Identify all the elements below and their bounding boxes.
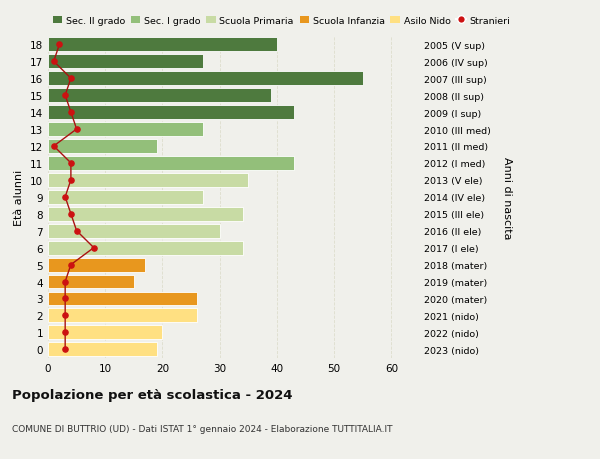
Bar	[48, 72, 363, 86]
Point	[55, 41, 64, 49]
Bar	[48, 342, 157, 357]
Point	[49, 58, 59, 66]
Point	[89, 245, 98, 252]
Point	[66, 109, 76, 117]
Point	[61, 194, 70, 201]
Bar	[48, 140, 157, 154]
Bar	[48, 55, 203, 69]
Bar	[48, 326, 163, 340]
Bar	[48, 123, 203, 137]
Bar	[48, 190, 203, 204]
Point	[66, 177, 76, 184]
Point	[49, 143, 59, 150]
Point	[61, 278, 70, 285]
Bar	[48, 275, 134, 289]
Point	[61, 295, 70, 302]
Bar	[48, 292, 197, 306]
Point	[61, 312, 70, 319]
Point	[61, 92, 70, 100]
Point	[66, 211, 76, 218]
Bar	[48, 89, 271, 103]
Point	[61, 346, 70, 353]
Text: Popolazione per età scolastica - 2024: Popolazione per età scolastica - 2024	[12, 388, 293, 401]
Bar	[48, 207, 242, 221]
Y-axis label: Età alunni: Età alunni	[14, 169, 25, 225]
Bar	[48, 258, 145, 272]
Y-axis label: Anni di nascita: Anni di nascita	[502, 156, 512, 239]
Bar	[48, 241, 242, 255]
Bar	[48, 106, 294, 120]
Bar	[48, 38, 277, 52]
Point	[66, 75, 76, 83]
Bar	[48, 309, 197, 323]
Point	[66, 261, 76, 269]
Text: COMUNE DI BUTTRIO (UD) - Dati ISTAT 1° gennaio 2024 - Elaborazione TUTTITALIA.IT: COMUNE DI BUTTRIO (UD) - Dati ISTAT 1° g…	[12, 425, 392, 434]
Point	[72, 126, 82, 134]
Bar	[48, 174, 248, 187]
Bar	[48, 157, 294, 170]
Bar	[48, 224, 220, 238]
Point	[72, 228, 82, 235]
Point	[66, 160, 76, 167]
Legend: Sec. II grado, Sec. I grado, Scuola Primaria, Scuola Infanzia, Asilo Nido, Stran: Sec. II grado, Sec. I grado, Scuola Prim…	[53, 17, 510, 26]
Point	[61, 329, 70, 336]
